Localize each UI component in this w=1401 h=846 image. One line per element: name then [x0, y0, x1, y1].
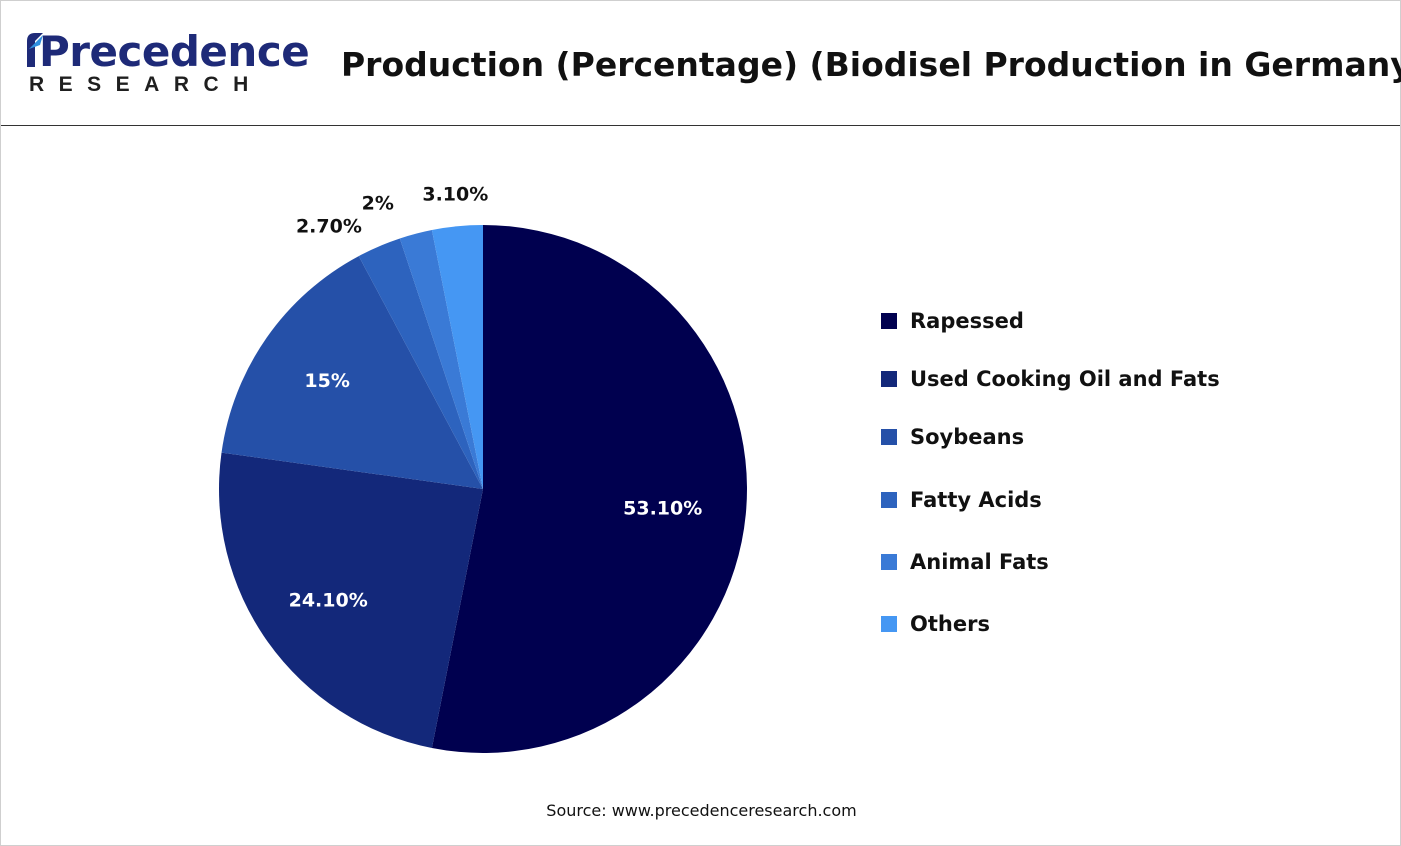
- data-label: 53.10%: [623, 497, 702, 519]
- pie-slice-soybeans: [221, 256, 483, 489]
- chart-title: Production (Percentage) (Biodisel Produc…: [341, 45, 1401, 84]
- legend-label: Others: [910, 612, 990, 636]
- legend-label: Animal Fats: [910, 550, 1049, 574]
- legend-label: Rapessed: [910, 309, 1024, 333]
- legend-swatch: [881, 429, 897, 445]
- logo-sub: RESEARCH: [29, 73, 263, 96]
- pie-slice-others: [431, 225, 483, 489]
- header: Precedence RESEARCH Production (Percenta…: [1, 1, 1401, 126]
- source-note: Source: www.precedenceresearch.com: [546, 801, 857, 820]
- data-label: 15%: [304, 370, 349, 392]
- legend-swatch: [881, 616, 897, 632]
- data-label: 3.10%: [422, 183, 488, 205]
- legend-swatch: [881, 492, 897, 508]
- pie-slice-used-cooking-oil-and-fats: [219, 452, 484, 749]
- legend-swatch: [881, 313, 897, 329]
- logo-arrow-icon: [27, 33, 43, 67]
- data-label: 2.70%: [296, 215, 362, 237]
- data-label: 2%: [362, 193, 394, 215]
- legend-label: Soybeans: [910, 425, 1025, 449]
- brand-logo: Precedence RESEARCH: [23, 27, 310, 99]
- logo-word: Precedence: [39, 27, 310, 76]
- pie-slice-fatty-acids: [358, 238, 483, 489]
- legend-label: Fatty Acids: [910, 488, 1042, 512]
- pie-slice-rapessed: [431, 225, 748, 753]
- legend-swatch: [881, 554, 897, 570]
- pie-slice-animal-fats: [399, 229, 483, 489]
- legend-swatch: [881, 371, 897, 387]
- data-label: 24.10%: [289, 589, 368, 611]
- legend-label: Used Cooking Oil and Fats: [910, 367, 1220, 391]
